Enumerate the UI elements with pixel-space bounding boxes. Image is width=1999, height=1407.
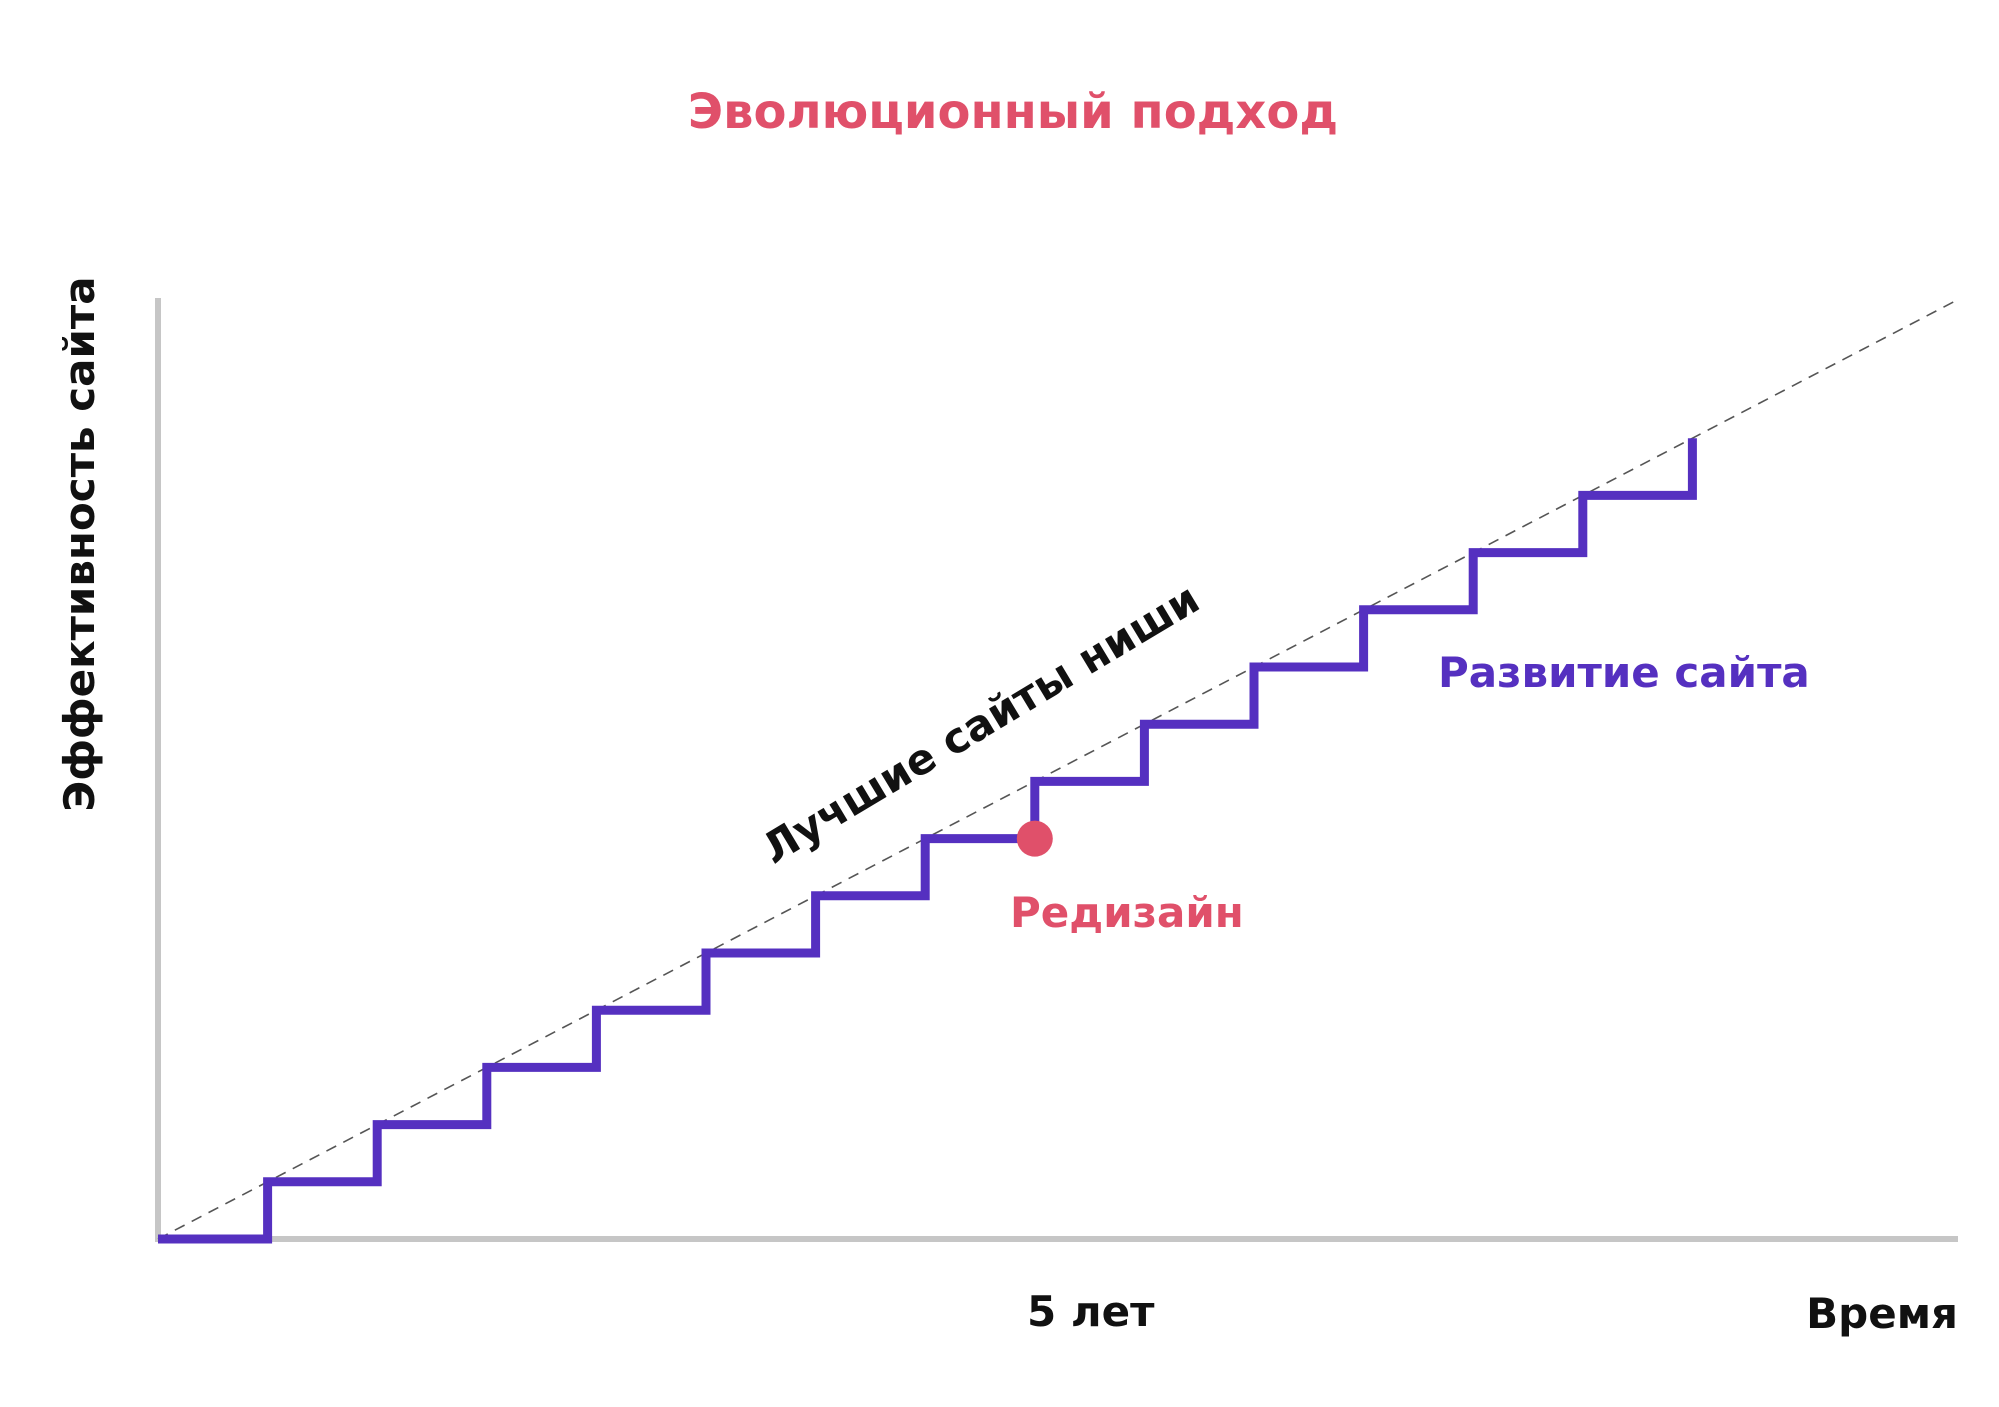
- series-label-site-growth: Развитие сайта: [1438, 648, 1810, 697]
- x-tick-label: 5 лет: [1027, 1287, 1155, 1336]
- series-line-site-growth: [158, 438, 1697, 1244]
- series-label-leaders: Лучшие сайты ниши: [753, 574, 1207, 874]
- chart-title: Эволюционный подход: [688, 84, 1338, 140]
- redesign-label: Редизайн: [1010, 888, 1244, 937]
- y-axis-label: Эффективность сайта: [55, 276, 104, 811]
- redesign-point: [1016, 820, 1053, 857]
- x-axis-label: Время: [1806, 1289, 1958, 1338]
- series-line-leaders: [157, 300, 1956, 1240]
